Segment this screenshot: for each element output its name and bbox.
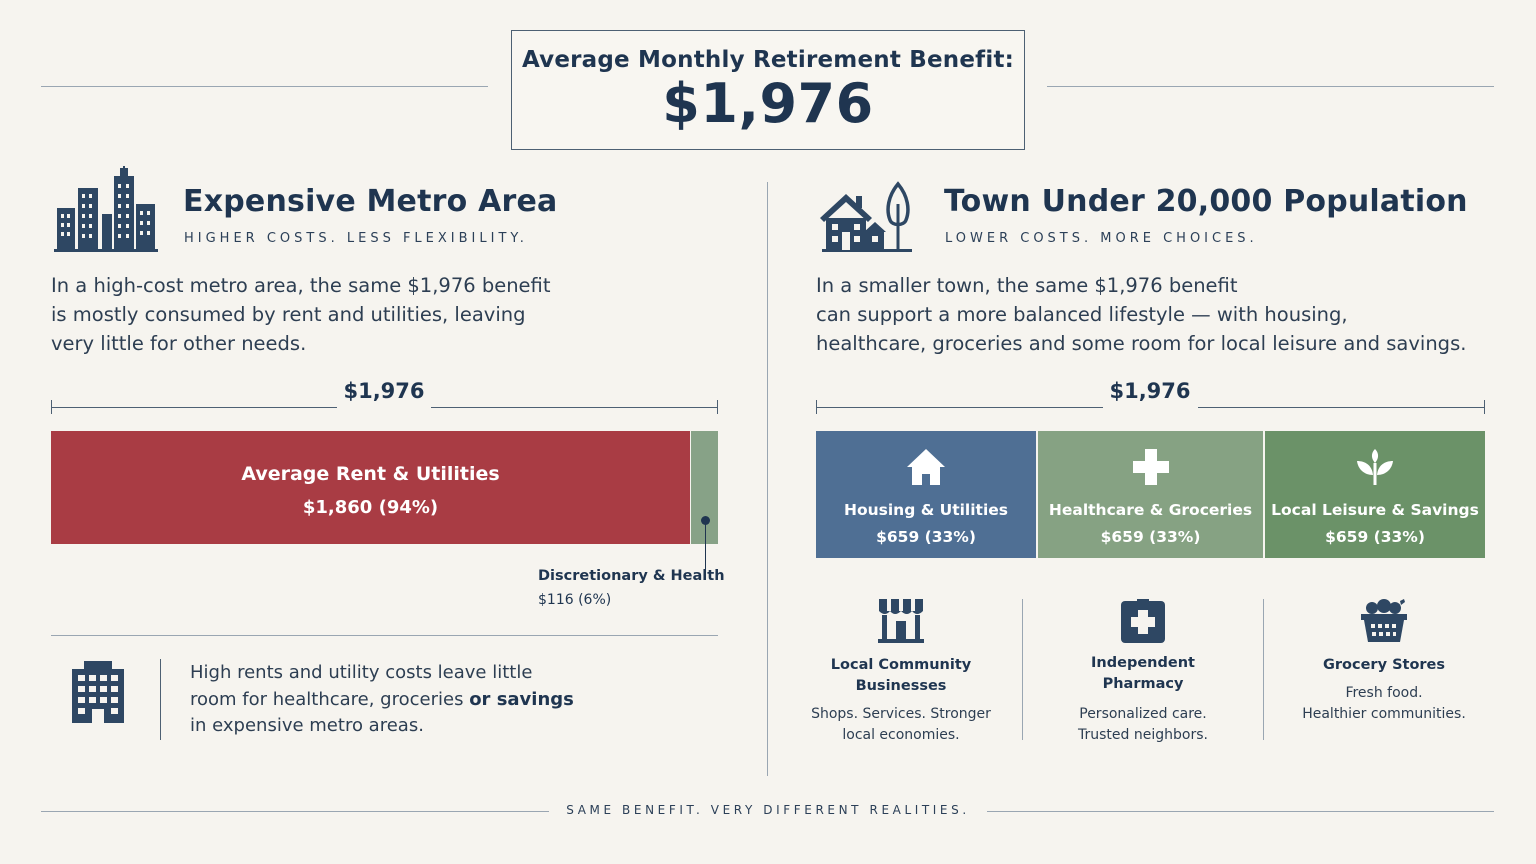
right-description-line: healthcare, groceries and some room for …	[816, 332, 1467, 355]
rent-utilities-bar: Average Rent & Utilities $1,860 (94%)	[51, 431, 690, 544]
segment-leisure-savings: Local Leisure & Savings $659 (33%)	[1265, 431, 1485, 558]
segment-label: Healthcare & Groceries	[1048, 501, 1253, 519]
house-icon	[816, 447, 1036, 487]
left-scale-line-right	[431, 407, 718, 408]
feature-divider	[1022, 599, 1023, 740]
left-note-divider	[160, 659, 161, 740]
sprout-icon	[1265, 447, 1485, 487]
center-divider	[767, 182, 768, 776]
right-scale-line-right	[1198, 407, 1485, 408]
benefit-label: Average Monthly Retirement Benefit:	[521, 47, 1015, 73]
segment-label: Housing & Utilities	[843, 501, 1009, 519]
note-emphasis: or savings	[469, 688, 574, 710]
left-description-line: In a high-cost metro area, the same $1,9…	[51, 274, 551, 297]
feature-grocery-stores: Grocery Stores Fresh food. Healthier com…	[1264, 596, 1504, 725]
left-note-rule	[51, 635, 718, 636]
feature-name: Independent	[1091, 655, 1195, 671]
storefront-icon	[781, 596, 1021, 646]
segment-value: $659 (33%)	[1325, 528, 1425, 546]
feature-description: Fresh food.	[1345, 685, 1423, 701]
footer-rule-left	[41, 811, 549, 812]
note-line: room for healthcare, groceries or saving…	[190, 687, 574, 714]
discretionary-label: Discretionary & Health	[538, 568, 725, 584]
pharmacy-cross-icon	[1023, 596, 1263, 646]
feature-description: Healthier communities.	[1302, 706, 1466, 722]
header-rule-left	[41, 86, 488, 87]
medical-cross-icon	[1038, 447, 1263, 487]
right-description-line: can support a more balanced lifestyle — …	[816, 303, 1348, 326]
note-line: High rents and utility costs leave littl…	[190, 662, 533, 683]
segment-housing-utilities: Housing & Utilities $659 (33%)	[816, 431, 1036, 558]
discretionary-value: $116 (6%)	[538, 592, 612, 608]
feature-divider	[1263, 599, 1264, 740]
feature-name: Businesses	[855, 678, 947, 694]
left-scale-amount: $1,976	[343, 379, 425, 403]
feature-name: Local Community	[830, 657, 972, 673]
left-scale-line-left	[51, 407, 337, 408]
feature-name: Grocery Stores	[1322, 657, 1446, 673]
discretionary-bar	[691, 431, 718, 544]
footer-tagline: SAME BENEFIT. VERY DIFFERENT REALITIES.	[566, 803, 970, 817]
feature-description: Trusted neighbors.	[1078, 727, 1208, 743]
segment-value: $659 (33%)	[876, 528, 976, 546]
feature-name: Pharmacy	[1102, 676, 1184, 692]
feature-description: Shops. Services. Stronger	[811, 706, 991, 722]
left-scale-tick-end	[717, 400, 718, 414]
feature-description: local economies.	[842, 727, 960, 743]
discretionary-pointer-dot	[701, 516, 710, 525]
right-subtitle: LOWER COSTS. MORE CHOICES.	[945, 231, 1258, 246]
right-title: Town Under 20,000 Population	[944, 184, 1468, 219]
left-subtitle: HIGHER COSTS. LESS FLEXIBILITY.	[184, 231, 528, 246]
left-description-line: very little for other needs.	[51, 332, 307, 355]
right-scale-line-left	[816, 407, 1103, 408]
note-line-text: room for healthcare, groceries	[190, 688, 470, 710]
left-title: Expensive Metro Area	[183, 184, 558, 219]
right-description-line: In a smaller town, the same $1,976 benef…	[816, 274, 1238, 297]
right-scale-tick-end	[1484, 400, 1485, 414]
left-scale-tick-start	[51, 400, 52, 414]
left-note-text: High rents and utility costs leave littl…	[190, 660, 574, 740]
right-scale-amount: $1,976	[1109, 379, 1191, 403]
segment-healthcare-groceries: Healthcare & Groceries $659 (33%)	[1038, 431, 1263, 558]
feature-description: Personalized care.	[1079, 706, 1207, 722]
segment-label: Local Leisure & Savings	[1271, 501, 1479, 519]
footer-rule-right	[987, 811, 1494, 812]
right-scale-tick-start	[816, 400, 817, 414]
grocery-basket-icon	[1264, 596, 1504, 646]
segment-value: $659 (33%)	[1100, 528, 1201, 546]
left-description: In a high-cost metro area, the same $1,9…	[51, 271, 611, 358]
note-line: in expensive metro areas.	[190, 715, 424, 736]
discretionary-pointer-line	[705, 521, 706, 569]
benefit-header-box: Average Monthly Retirement Benefit: $1,9…	[511, 30, 1025, 150]
left-description-line: is mostly consumed by rent and utilities…	[51, 303, 526, 326]
right-description: In a smaller town, the same $1,976 benef…	[816, 271, 1496, 358]
city-skyline-icon	[54, 166, 158, 252]
feature-local-businesses: Local Community Businesses Shops. Servic…	[781, 596, 1021, 746]
office-building-icon	[71, 661, 125, 723]
feature-independent-pharmacy: Independent Pharmacy Personalized care. …	[1023, 596, 1263, 746]
benefit-amount: $1,976	[662, 72, 874, 135]
rent-bar-label: Average Rent & Utilities	[241, 463, 500, 485]
rent-bar-value: $1,860 (94%)	[302, 497, 439, 518]
header-rule-right	[1047, 86, 1494, 87]
house-and-tree-icon	[818, 180, 914, 252]
